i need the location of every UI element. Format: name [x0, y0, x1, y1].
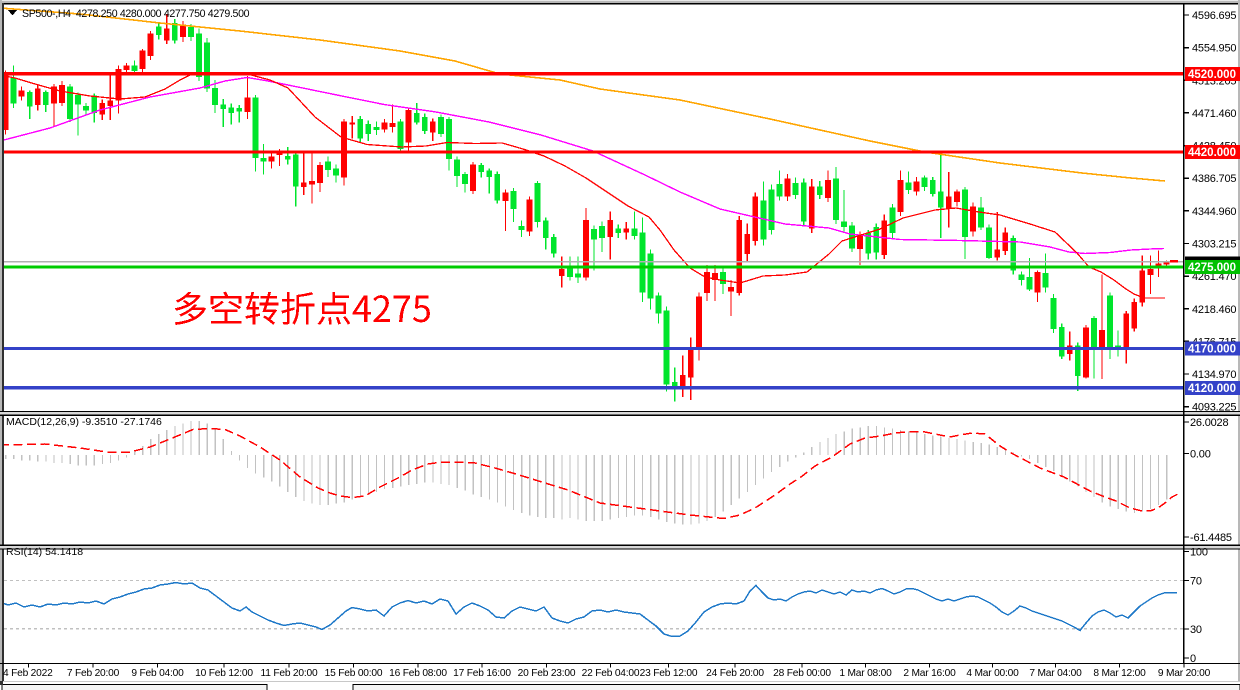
- svg-text:22 Feb 04:00: 22 Feb 04:00: [582, 668, 640, 679]
- svg-text:SP500-,H4 4278.250 4280.000 4: SP500-,H4 4278.250 4280.000 4277.750 427…: [22, 8, 250, 20]
- svg-text:0: 0: [1190, 653, 1196, 665]
- svg-text:9 Feb 04:00: 9 Feb 04:00: [131, 668, 184, 679]
- svg-text:2 Mar 16:00: 2 Mar 16:00: [903, 668, 956, 679]
- svg-text:7 Mar 04:00: 7 Mar 04:00: [1029, 668, 1082, 679]
- svg-text:4303.215: 4303.215: [1192, 239, 1236, 251]
- svg-text:20 Feb 23:00: 20 Feb 23:00: [518, 668, 576, 679]
- svg-text:4596.695: 4596.695: [1192, 10, 1236, 22]
- svg-text:4 Mar 00:00: 4 Mar 00:00: [966, 668, 1019, 679]
- svg-text:4261.470: 4261.470: [1192, 271, 1236, 283]
- svg-text:30: 30: [1190, 624, 1202, 636]
- svg-text:4275.000: 4275.000: [1188, 262, 1236, 274]
- svg-text:24 Feb 20:00: 24 Feb 20:00: [706, 668, 764, 679]
- svg-text:11 Feb 20:00: 11 Feb 20:00: [261, 668, 318, 679]
- svg-text:23 Feb 12:00: 23 Feb 12:00: [640, 668, 698, 679]
- svg-text:4344.960: 4344.960: [1192, 206, 1236, 218]
- svg-text:15 Feb 00:00: 15 Feb 00:00: [325, 668, 383, 679]
- svg-text:4134.970: 4134.970: [1192, 369, 1236, 381]
- svg-text:4218.460: 4218.460: [1192, 304, 1236, 316]
- svg-text:-61.4485: -61.4485: [1190, 532, 1232, 544]
- svg-text:9 Mar 20:00: 9 Mar 20:00: [1158, 668, 1211, 679]
- svg-text:RSI(14) 54.1418: RSI(14) 54.1418: [6, 546, 83, 558]
- svg-text:4520.000: 4520.000: [1188, 69, 1236, 81]
- svg-text:4 Feb 2022: 4 Feb 2022: [3, 668, 53, 679]
- svg-text:4093.225: 4093.225: [1192, 402, 1236, 414]
- svg-text:16 Feb 08:00: 16 Feb 08:00: [389, 668, 447, 679]
- svg-text:4554.950: 4554.950: [1192, 43, 1236, 55]
- svg-text:17 Feb 16:00: 17 Feb 16:00: [453, 668, 511, 679]
- svg-text:4170.000: 4170.000: [1188, 344, 1236, 356]
- svg-text:0.00: 0.00: [1190, 449, 1211, 461]
- svg-text:MACD(12,26,9) -9.3510 -27.1746: MACD(12,26,9) -9.3510 -27.1746: [6, 416, 162, 428]
- svg-text:10 Feb 12:00: 10 Feb 12:00: [195, 668, 253, 679]
- svg-text:4120.000: 4120.000: [1188, 383, 1236, 395]
- svg-text:4386.705: 4386.705: [1192, 173, 1236, 185]
- svg-text:70: 70: [1190, 576, 1202, 588]
- svg-text:100: 100: [1190, 547, 1208, 559]
- svg-text:7 Feb 20:00: 7 Feb 20:00: [67, 668, 120, 679]
- svg-text:1 Mar 08:00: 1 Mar 08:00: [839, 668, 892, 679]
- svg-text:28 Feb 00:00: 28 Feb 00:00: [773, 668, 831, 679]
- svg-text:26.0028: 26.0028: [1190, 417, 1228, 429]
- svg-text:8 Mar 12:00: 8 Mar 12:00: [1093, 668, 1146, 679]
- svg-text:4471.460: 4471.460: [1192, 108, 1236, 120]
- svg-text:4420.000: 4420.000: [1188, 147, 1236, 159]
